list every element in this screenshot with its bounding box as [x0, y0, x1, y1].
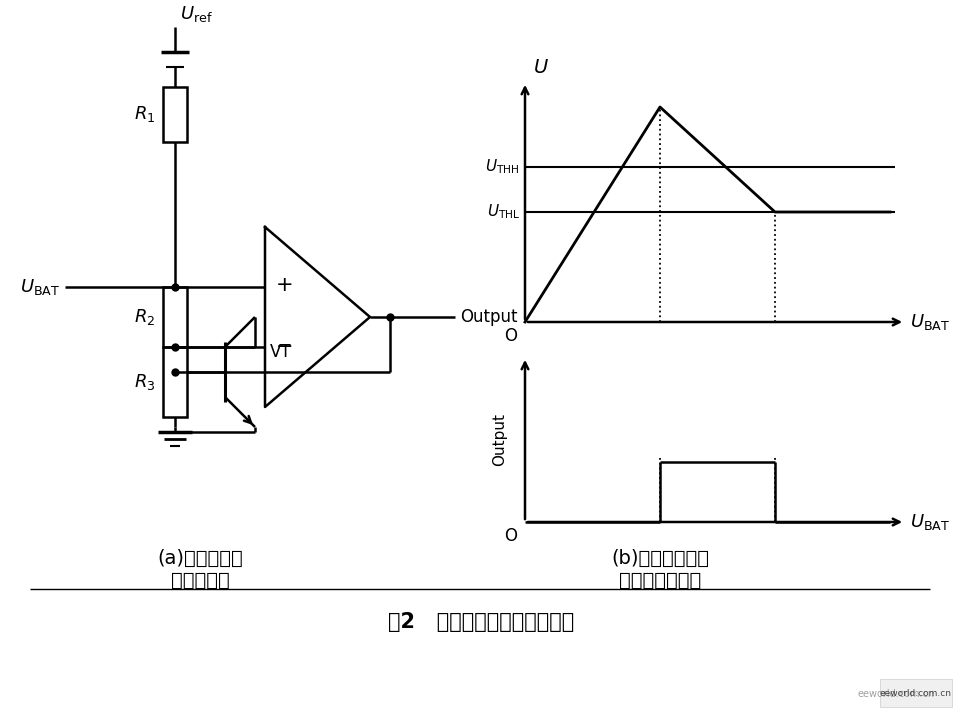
Text: $R_3$: $R_3$ [134, 372, 155, 392]
Text: 图2   滞回电路比较器输出特性: 图2 滞回电路比较器输出特性 [387, 612, 574, 632]
Text: $R_1$: $R_1$ [134, 105, 155, 125]
Text: $U_{\rm THH}$: $U_{\rm THH}$ [485, 158, 520, 176]
Text: $U_{\rm BAT}$: $U_{\rm BAT}$ [909, 512, 949, 532]
Text: Output: Output [491, 413, 506, 466]
Text: $U_{\rm BAT}$: $U_{\rm BAT}$ [909, 312, 949, 332]
Bar [162, 347, 186, 417]
Text: O: O [504, 527, 517, 545]
Text: $R_2$: $R_2$ [134, 307, 155, 327]
Text: eeworld.com.cn: eeworld.com.cn [879, 688, 951, 698]
Text: Output: Output [459, 308, 517, 326]
Text: $U_{\rm ref}$: $U_{\rm ref}$ [180, 4, 212, 24]
Text: (b)输入变化时比
较器的输出响应: (b)输入变化时比 较器的输出响应 [610, 549, 708, 590]
Text: $U_{\rm THL}$: $U_{\rm THL}$ [486, 203, 520, 222]
Text: $U_{\rm BAT}$: $U_{\rm BAT}$ [20, 277, 60, 297]
Text: VT: VT [270, 343, 291, 361]
Bar [879, 679, 951, 707]
Text: (a)带滞回功能
的比较电路: (a)带滞回功能 的比较电路 [157, 549, 242, 590]
Text: eeworld.com.cn: eeworld.com.cn [857, 689, 934, 699]
Bar [162, 87, 186, 142]
Text: O: O [504, 327, 517, 345]
Bar [162, 287, 186, 347]
Text: $U$: $U$ [532, 58, 549, 77]
Text: −: − [276, 337, 293, 357]
Text: +: + [276, 275, 293, 295]
